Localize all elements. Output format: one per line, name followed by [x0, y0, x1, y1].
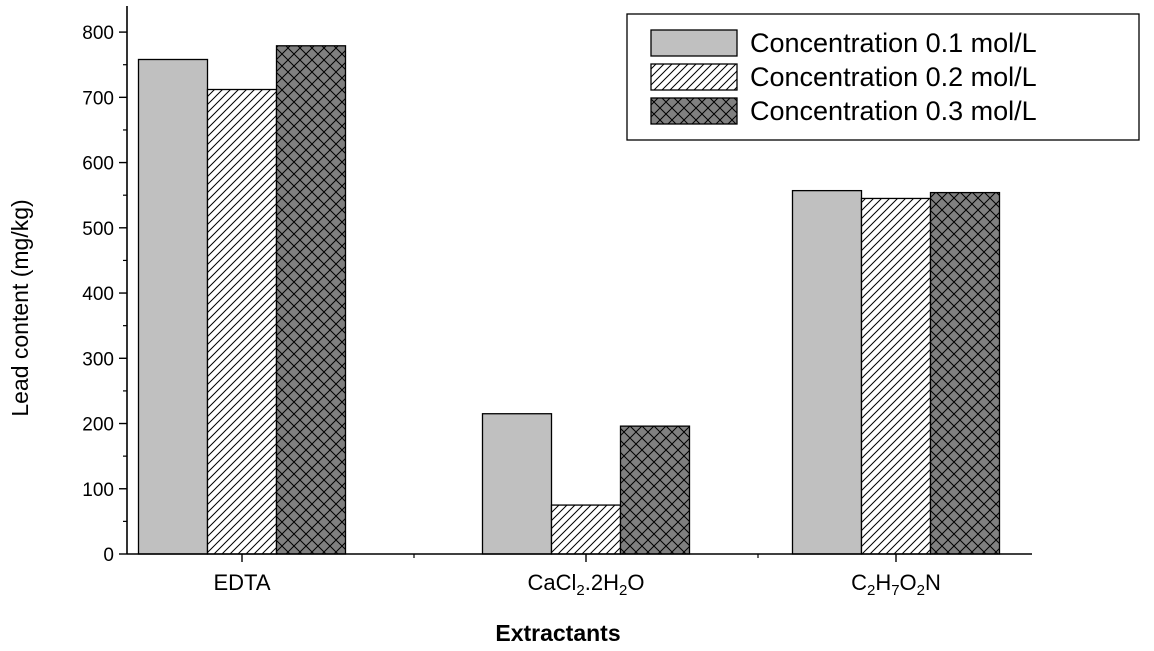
y-tick-label: 800 — [82, 23, 114, 44]
bar-CaCl2.2H2O-series-3 — [619, 425, 691, 555]
y-tick-label: 700 — [82, 88, 114, 109]
bar-C2H7O2N-series-2 — [860, 197, 932, 555]
x-tick-label: EDTA — [213, 570, 270, 595]
legend-label-2: Concentration 0.2 mol/L — [750, 62, 1037, 92]
y-axis-title: Lead content (mg/kg) — [7, 199, 33, 416]
plot-area — [137, 45, 1001, 555]
x-axis: EDTA CaCl2.2H2O C2H7O2N — [127, 553, 1032, 599]
bar-EDTA-series-2 — [206, 88, 278, 555]
x-tick-label: CaCl2.2H2O — [528, 570, 645, 599]
x-axis-title: Extractants — [495, 620, 620, 646]
y-tick-label: 0 — [103, 545, 114, 566]
legend-swatch-3 — [650, 97, 738, 125]
legend: Concentration 0.1 mol/L Concentration 0.2… — [626, 13, 1140, 141]
bar-CaCl2.2H2O-series-1 — [481, 413, 553, 555]
y-tick-label: 500 — [82, 219, 114, 240]
y-tick-label: 300 — [82, 349, 114, 370]
bar-EDTA-series-1 — [137, 58, 209, 555]
bar-C2H7O2N-series-3 — [929, 191, 1001, 555]
x-tick-label: C2H7O2N — [851, 570, 941, 599]
y-tick-label: 400 — [82, 284, 114, 305]
legend-label-1: Concentration 0.1 mol/L — [750, 28, 1037, 58]
legend-swatch-2 — [650, 63, 738, 91]
y-tick-label: 100 — [82, 480, 114, 501]
bar-C2H7O2N-series-1 — [791, 189, 863, 555]
bar-EDTA-series-3 — [275, 45, 347, 555]
legend-label-3: Concentration 0.3 mol/L — [750, 96, 1037, 126]
legend-swatch-1 — [650, 29, 738, 57]
y-axis: 0 100 200 300 400 500 600 700 800 — [82, 6, 128, 566]
y-tick-label: 600 — [82, 154, 114, 175]
bar-CaCl2.2H2O-series-2 — [550, 504, 622, 555]
y-tick-label: 200 — [82, 415, 114, 436]
